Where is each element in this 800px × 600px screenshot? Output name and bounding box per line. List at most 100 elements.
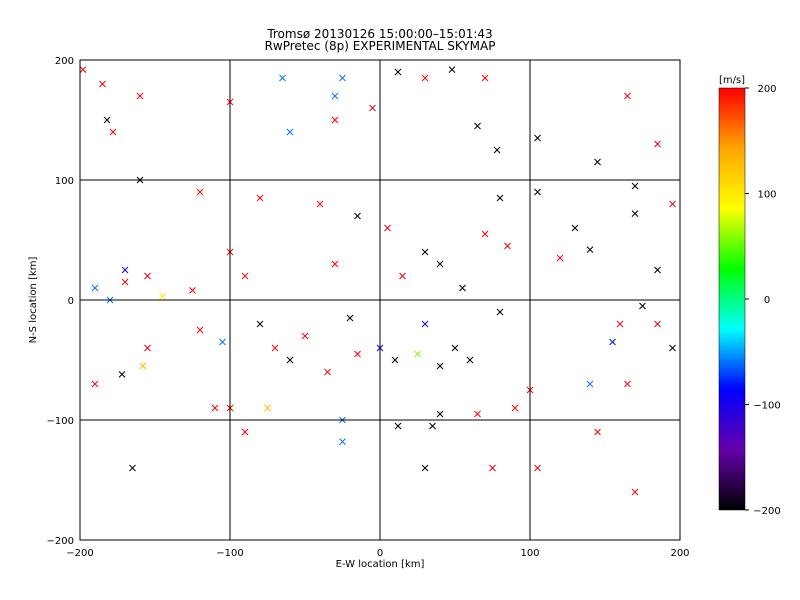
colorbar-tick-label: −200 [753, 506, 780, 517]
data-point-x [354, 212, 361, 220]
x-tick-label: 200 [670, 548, 689, 559]
chart-title: Tromsø 20130126 15:00:00–15:01:43 [266, 27, 492, 41]
colorbar-tick-label: 0 [764, 295, 770, 306]
colorbar-label: [m/s] [719, 75, 745, 86]
data-point-x [631, 488, 639, 496]
data-point-x [624, 92, 631, 100]
data-point-x [556, 254, 564, 262]
data-point-x [511, 404, 519, 412]
y-tick-label: 100 [55, 176, 74, 187]
data-point-x [451, 344, 459, 352]
data-point-x [639, 302, 646, 310]
data-point-x [118, 371, 126, 378]
data-point-x [189, 287, 196, 294]
data-point-x [586, 380, 594, 388]
data-point-x [631, 182, 639, 190]
colorbar-tick-label: 200 [757, 84, 776, 95]
data-point-x [91, 380, 99, 388]
data-point-x [534, 134, 541, 142]
data-point-x [196, 188, 204, 196]
y-tick-label: −200 [47, 536, 74, 547]
data-point-x [339, 74, 346, 82]
y-tick-label: 0 [68, 296, 74, 307]
chart-subtitle: RwPretec (8p) EXPERIMENTAL SKYMAP [265, 39, 496, 53]
data-point-x [144, 344, 151, 352]
data-point-x [421, 464, 429, 472]
data-point-x [654, 140, 661, 148]
colorbar [718, 87, 746, 511]
data-point-x [669, 200, 676, 208]
data-point-x [99, 80, 106, 88]
data-point-x [331, 116, 339, 124]
data-point-x [256, 320, 264, 328]
data-point-x [571, 224, 579, 232]
data-point-x [159, 293, 166, 300]
data-point-x [594, 428, 601, 436]
colorbar-tick-label: −100 [753, 401, 780, 412]
data-point-x [534, 188, 541, 196]
x-tick-label: −200 [66, 548, 93, 559]
data-point-x [669, 344, 676, 352]
data-point-x [129, 464, 136, 472]
data-point-x [211, 404, 219, 412]
data-point-x [136, 92, 144, 100]
data-point-x [609, 338, 616, 346]
data-point-x [271, 344, 279, 352]
x-tick-label: 0 [377, 548, 383, 559]
data-point-x [481, 230, 489, 238]
x-tick-label: 100 [520, 548, 539, 559]
data-point-x [384, 224, 391, 232]
data-point-x [394, 68, 402, 76]
data-point-x [429, 422, 436, 430]
data-point-x [286, 128, 294, 136]
data-point-x [493, 146, 501, 154]
data-point-x [459, 284, 466, 292]
data-point-x [219, 338, 226, 346]
data-point-x [496, 308, 504, 316]
data-point-x [474, 410, 481, 418]
y-axis-label: N-S location [km] [28, 257, 39, 344]
data-point-x [241, 428, 249, 436]
data-point-x [316, 200, 324, 208]
data-point-x [391, 356, 399, 364]
data-point-x [594, 158, 601, 166]
x-axis-label: E-W location [km] [336, 559, 425, 570]
data-point-x [436, 410, 444, 418]
data-point-x [414, 350, 421, 358]
data-point-x [654, 266, 661, 274]
colorbar-tick-label: 100 [757, 190, 776, 201]
data-point-x [448, 66, 456, 73]
data-point-x [534, 464, 541, 472]
data-point-x [241, 272, 249, 280]
data-point-x [481, 74, 489, 82]
data-point-x [436, 260, 444, 268]
data-point-x [399, 272, 406, 280]
data-point-x [369, 104, 376, 112]
data-point-x [474, 122, 481, 130]
data-point-x [436, 362, 444, 370]
data-point-x [654, 320, 661, 328]
data-point-x [331, 92, 339, 100]
data-point-x [301, 332, 309, 340]
data-point-x [624, 380, 631, 388]
data-point-x [631, 210, 639, 217]
y-tick-label: −100 [47, 416, 74, 427]
grid-lines [80, 60, 680, 540]
data-point-x [354, 350, 361, 358]
data-point-x [279, 74, 286, 82]
axis-ticks: −200 −100 0 100 200 −200 −100 0 100 200 [47, 56, 690, 559]
data-point-x [264, 404, 271, 412]
data-point-x [139, 362, 147, 370]
data-point-x [196, 326, 204, 334]
data-point-x [489, 464, 496, 472]
data-point-x [504, 242, 511, 250]
colorbar-ticks: 200 100 0 −100 −200 [745, 84, 781, 517]
data-point-x [616, 320, 624, 328]
data-point-x [586, 246, 594, 253]
data-point-x [109, 128, 117, 136]
data-point-x [324, 368, 331, 376]
data-point-x [346, 314, 354, 322]
data-point-x [103, 116, 111, 124]
data-point-x [394, 422, 402, 430]
plot-frame [79, 59, 681, 541]
